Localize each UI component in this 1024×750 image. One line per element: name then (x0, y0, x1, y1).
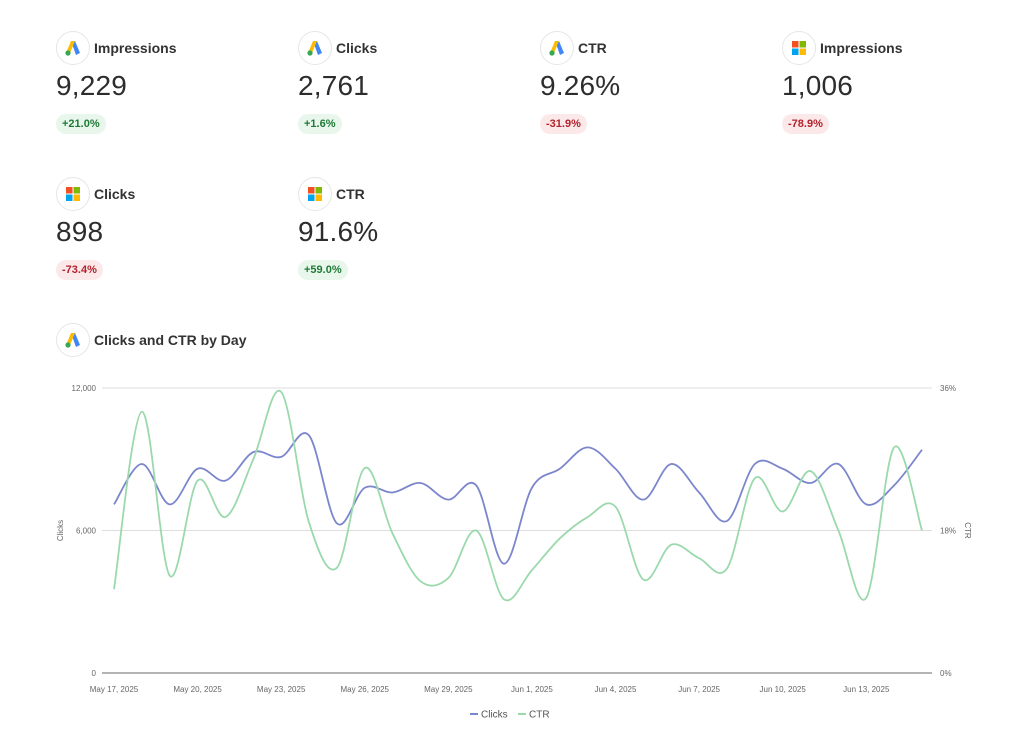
kpi-value: 2,761 (298, 70, 370, 101)
x-tick-label: May 17, 2025 (90, 685, 139, 694)
x-tick-label: Jun 10, 2025 (760, 685, 807, 694)
microsoft-ads-icon (782, 31, 816, 65)
kpi-delta-badge: +21.0% (56, 114, 106, 134)
google-ads-icon (56, 31, 90, 65)
y-left-axis-title: Clicks (56, 520, 65, 541)
kpi-label: Clicks (94, 186, 136, 202)
series-line-ctr (113, 389, 923, 602)
kpi-card-google-ctr: CTR 9.26% -31.9% (540, 30, 760, 160)
kpi-card-google-impressions: Impressions 9,229 +21.0% (56, 30, 276, 160)
microsoft-ads-icon (56, 177, 90, 211)
microsoft-ads-icon (298, 177, 332, 211)
x-tick-label: Jun 4, 2025 (595, 685, 637, 694)
legend-label: Clicks (481, 710, 508, 721)
chart-header: Clicks and CTR by Day (56, 322, 247, 358)
kpi-value: 91.6% (298, 216, 379, 247)
kpi-card-microsoft-ctr: CTR 91.6% +59.0% (298, 176, 518, 306)
kpi-delta-badge: -78.9% (782, 114, 829, 134)
x-tick-label: May 20, 2025 (173, 685, 222, 694)
axis-ticks: 0 6,000 12,000 0% 18% 36% Clicks CTR May 17, 202… (56, 384, 972, 694)
kpi-header: CTR (540, 30, 607, 66)
kpi-value: 898 (56, 216, 104, 247)
x-tick-label: May 23, 2025 (257, 685, 306, 694)
kpi-card-microsoft-impressions: Impressions 1,006 -78.9% (782, 30, 1002, 160)
kpi-value: 9.26% (540, 70, 621, 101)
kpi-label: CTR (578, 40, 607, 56)
y-right-axis-title: CTR (963, 522, 972, 539)
x-tick-label: May 26, 2025 (341, 685, 390, 694)
x-tick-label: Jun 7, 2025 (678, 685, 720, 694)
kpi-label: Impressions (820, 40, 903, 56)
kpi-delta-badge: +59.0% (298, 260, 348, 280)
kpi-header: Clicks (56, 176, 135, 212)
kpi-value: 1,006 (782, 70, 854, 101)
kpi-delta-badge: +1.6% (298, 114, 342, 134)
kpi-label: Clicks (336, 40, 378, 56)
y-left-tick-label: 0 (92, 669, 97, 678)
kpi-header: Clicks (298, 30, 377, 66)
google-ads-icon (540, 31, 574, 65)
google-ads-icon (298, 31, 332, 65)
y-right-tick-label: 0% (940, 669, 952, 678)
grid (102, 387, 932, 674)
y-left-tick-label: 12,000 (72, 384, 97, 393)
legend: Clicks CTR (470, 710, 550, 721)
kpi-value: 9,229 (56, 70, 128, 101)
x-tick-label: Jun 13, 2025 (843, 685, 890, 694)
kpi-card-microsoft-clicks: Clicks 898 -73.4% (56, 176, 276, 306)
kpi-label: Impressions (94, 40, 177, 56)
x-tick-label: Jun 1, 2025 (511, 685, 553, 694)
kpi-card-google-clicks: Clicks 2,761 +1.6% (298, 30, 518, 160)
kpi-delta-badge: -73.4% (56, 260, 103, 280)
series-line-clicks (113, 432, 923, 565)
series (113, 389, 923, 602)
clicks-ctr-line-chart: 0 6,000 12,000 0% 18% 36% Clicks CTR May 17, 202… (56, 384, 972, 721)
y-left-tick-label: 6,000 (76, 527, 97, 536)
y-right-tick-label: 36% (940, 384, 956, 393)
kpi-delta-badge: -31.9% (540, 114, 587, 134)
x-tick-label: May 29, 2025 (424, 685, 473, 694)
kpi-header: Impressions (782, 30, 902, 66)
chart-title: Clicks and CTR by Day (94, 332, 247, 348)
legend-label: CTR (529, 710, 550, 721)
kpi-label: CTR (336, 186, 365, 202)
y-right-tick-label: 18% (940, 527, 956, 536)
google-ads-icon (56, 323, 90, 357)
kpi-header: Impressions (56, 30, 176, 66)
kpi-header: CTR (298, 176, 365, 212)
